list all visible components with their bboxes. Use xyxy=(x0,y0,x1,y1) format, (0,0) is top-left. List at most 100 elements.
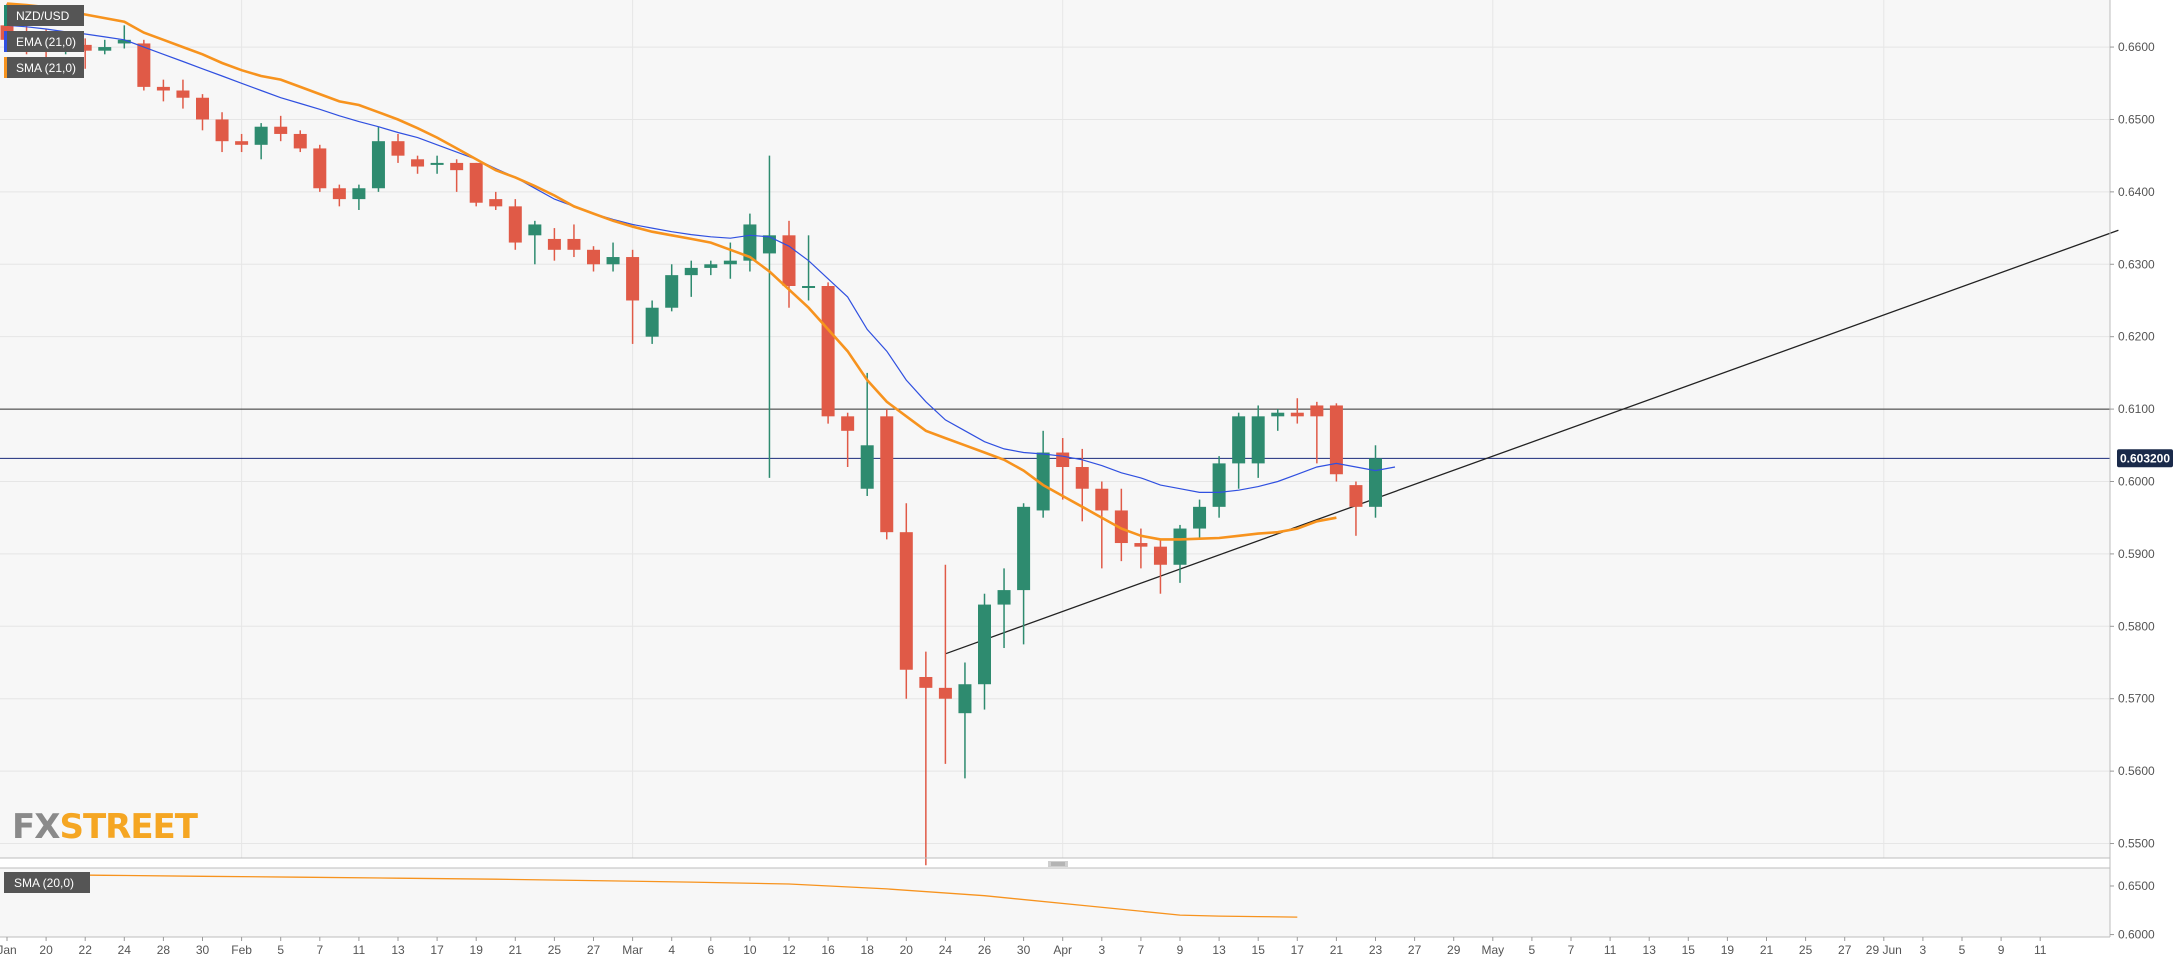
candle-body xyxy=(899,532,913,670)
x-tick-label: 10 xyxy=(743,943,757,957)
candle-body xyxy=(606,257,620,265)
ema-label[interactable]: EMA (21,0) xyxy=(4,31,84,52)
candle-body xyxy=(626,257,640,301)
sma-label[interactable]: SMA (21,0) xyxy=(4,57,84,78)
candle-body xyxy=(411,159,425,167)
y-tick-label: 0.6400 xyxy=(2118,185,2155,199)
y-tick-label: 0.5900 xyxy=(2118,547,2155,561)
lower-sma-line xyxy=(6,873,1298,918)
candle-body xyxy=(117,39,131,44)
candle-body xyxy=(723,260,737,265)
candle-body xyxy=(841,416,855,431)
x-tick-label: 7 xyxy=(316,943,323,957)
symbol-label[interactable]: NZD/USD xyxy=(4,5,84,26)
candle-body xyxy=(78,44,92,51)
horizontal-lines xyxy=(0,229,2119,655)
candle-body xyxy=(1329,405,1343,475)
y-tick-label: 0.5500 xyxy=(2118,837,2155,851)
x-tick-label: 24 xyxy=(118,943,132,957)
x-tick-label: 27 xyxy=(587,943,601,957)
x-tick-label: 9 xyxy=(1998,943,2005,957)
candle-body xyxy=(1134,543,1148,547)
x-tick-label: 21 xyxy=(1760,943,1774,957)
x-tick-label: 11 xyxy=(353,943,366,957)
candle-body xyxy=(1095,488,1109,511)
candle-body xyxy=(704,264,718,268)
fxstreet-logo: FXSTREET xyxy=(12,807,199,847)
x-tick-label: Mar xyxy=(622,943,643,957)
candle-body xyxy=(98,47,112,51)
candle-body xyxy=(313,148,327,189)
x-tick-label: Apr xyxy=(1053,943,1072,957)
x-tick-label: 15 xyxy=(1682,943,1696,957)
y-tick-label: 0.6000 xyxy=(2118,474,2155,488)
y-tick-label: 0.6600 xyxy=(2118,40,2155,54)
candle-body xyxy=(880,416,894,533)
main-background xyxy=(0,0,2110,858)
candle-body xyxy=(254,126,268,145)
candle-body xyxy=(391,141,405,156)
y-tick-label: 0.6200 xyxy=(2118,330,2155,344)
x-tick-label: 11 xyxy=(1604,943,1617,957)
candle-body xyxy=(137,43,151,87)
x-tick-label: 20 xyxy=(900,943,914,957)
x-tick-label: 17 xyxy=(1291,943,1305,957)
ema-label-text: EMA (21,0) xyxy=(16,35,76,49)
candle-body xyxy=(528,224,542,236)
candle-body xyxy=(1193,506,1207,529)
x-tick-label: 29 xyxy=(1447,943,1461,957)
candle-body xyxy=(1056,452,1070,468)
candle-body xyxy=(1114,510,1128,544)
candle-body xyxy=(782,235,796,286)
x-tick-label: 19 xyxy=(1721,943,1735,957)
x-tick-label: 24 xyxy=(939,943,953,957)
candle-body xyxy=(547,238,561,250)
x-tick-label: 15 xyxy=(1252,943,1266,957)
lower-sma-label[interactable]: SMA (20,0) xyxy=(4,872,90,893)
candle-body xyxy=(1271,412,1285,417)
candle-body xyxy=(235,141,249,145)
x-tick-label: 6 xyxy=(707,943,714,957)
x-tick-label: 28 xyxy=(157,943,171,957)
candle-body xyxy=(371,141,385,189)
sma-label-text: SMA (21,0) xyxy=(16,61,76,75)
candle-body xyxy=(802,286,816,288)
y-tick-label: 0.6300 xyxy=(2118,257,2155,271)
candle-body xyxy=(1349,485,1363,507)
x-tick-label: 16 xyxy=(821,943,835,957)
x-tick-label: 18 xyxy=(861,943,875,957)
main-plot-area[interactable] xyxy=(0,0,2110,858)
x-tick-label: 3 xyxy=(1098,943,1105,957)
current-price-tag: 0.603200 xyxy=(2117,449,2173,468)
candle-body xyxy=(430,162,444,165)
lower-y-tick-label: 0.6000 xyxy=(2118,928,2155,942)
candle-body xyxy=(1173,528,1187,565)
x-tick-label: 30 xyxy=(1017,943,1031,957)
ema-line xyxy=(6,24,1396,493)
candle-body xyxy=(1369,458,1382,507)
panel-resize-handle[interactable] xyxy=(1048,861,1068,867)
candle-body xyxy=(762,235,776,254)
current-price-text: 0.603200 xyxy=(2120,451,2170,465)
x-tick-label: 7 xyxy=(1568,943,1575,957)
candle-body xyxy=(508,206,522,243)
candle-body xyxy=(919,676,933,688)
lower-panel[interactable] xyxy=(0,868,2110,937)
y-tick-label: 0.5600 xyxy=(2118,764,2155,778)
candle-body xyxy=(1036,452,1050,511)
y-tick-label: 0.5800 xyxy=(2118,619,2155,633)
x-tick-label: Jan xyxy=(0,943,17,957)
x-tick-label: 25 xyxy=(1799,943,1813,957)
x-tick-label: 12 xyxy=(782,943,796,957)
x-tick-label: 9 xyxy=(1177,943,1184,957)
candle-body xyxy=(978,604,991,685)
candle-body xyxy=(821,286,835,417)
candle-body xyxy=(196,97,209,120)
candle-body xyxy=(156,86,170,91)
x-tick-label: 29 Jun xyxy=(1866,943,1902,957)
x-tick-label: 13 xyxy=(1643,943,1657,957)
candle-body xyxy=(1075,467,1089,489)
candle-body xyxy=(176,90,190,98)
x-tick-label: 22 xyxy=(79,943,93,957)
